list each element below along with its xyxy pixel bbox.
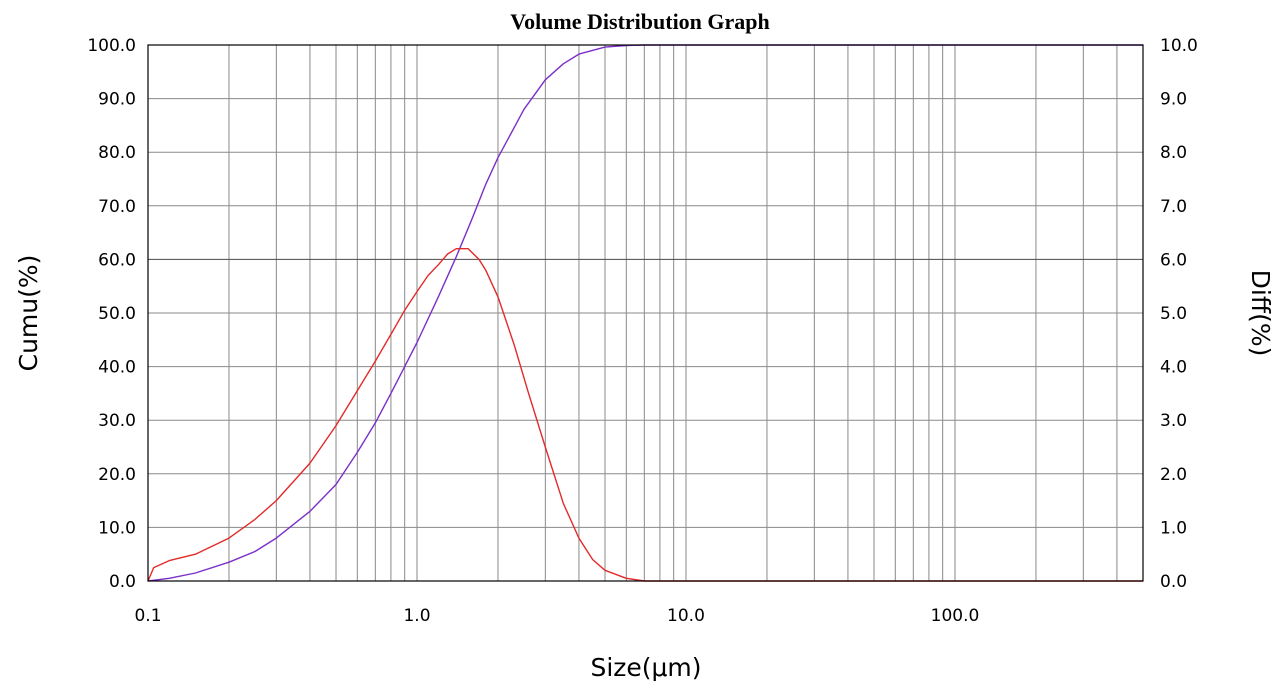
y-left-tick-label: 30.0 (98, 411, 136, 431)
x-tick-label: 0.1 (134, 606, 161, 626)
y-left-tick-label: 40.0 (98, 358, 136, 378)
y-left-tick-label: 60.0 (98, 250, 136, 270)
y-left-tick-label: 70.0 (98, 197, 136, 217)
cumu-series-line (147, 44, 1143, 582)
x-axis-ticks: 0.1 1.0 10.0 100.0 (134, 606, 979, 626)
grid-lines (148, 45, 1143, 581)
y-right-tick-label: 6.0 (1160, 250, 1187, 270)
y-right-tick-label: 10.0 (1160, 36, 1198, 56)
plot-frame (147, 44, 1144, 582)
y-right-tick-label: 4.0 (1160, 358, 1187, 378)
y-right-tick-label: 5.0 (1160, 304, 1187, 324)
y-axis-left-label: Cumu(%) (14, 255, 43, 372)
y-left-tick-label: 90.0 (98, 90, 136, 110)
y-right-tick-label: 3.0 (1160, 411, 1187, 431)
x-tick-label: 1.0 (403, 606, 430, 626)
chart-title: Volume Distribution Graph (510, 9, 770, 34)
right-axis-ticks: 0.0 1.0 2.0 3.0 4.0 5.0 6.0 7.0 8.0 9.0 10.0 (1160, 36, 1198, 592)
series-lines (147, 44, 1143, 582)
y-left-tick-label: 10.0 (98, 518, 136, 538)
y-right-tick-label: 9.0 (1160, 90, 1187, 110)
y-left-tick-label: 100.0 (87, 36, 136, 56)
x-axis-label: Size(μm) (590, 653, 701, 682)
y-left-tick-label: 0.0 (109, 572, 136, 592)
diff-series-line (147, 248, 1143, 582)
x-tick-label: 100.0 (931, 606, 980, 626)
left-axis-ticks: 0.0 10.0 20.0 30.0 40.0 50.0 60.0 70.0 80.0 90.0 1… (87, 36, 136, 592)
y-left-tick-label: 50.0 (98, 304, 136, 324)
y-left-tick-label: 80.0 (98, 143, 136, 163)
y-right-tick-label: 2.0 (1160, 465, 1187, 485)
y-right-tick-label: 0.0 (1160, 572, 1187, 592)
y-right-tick-label: 1.0 (1160, 518, 1187, 538)
y-right-tick-label: 8.0 (1160, 143, 1187, 163)
y-axis-right-label: Diff(%) (1246, 270, 1275, 357)
y-right-tick-label: 7.0 (1160, 197, 1187, 217)
x-tick-label: 10.0 (667, 606, 705, 626)
y-left-tick-label: 20.0 (98, 465, 136, 485)
